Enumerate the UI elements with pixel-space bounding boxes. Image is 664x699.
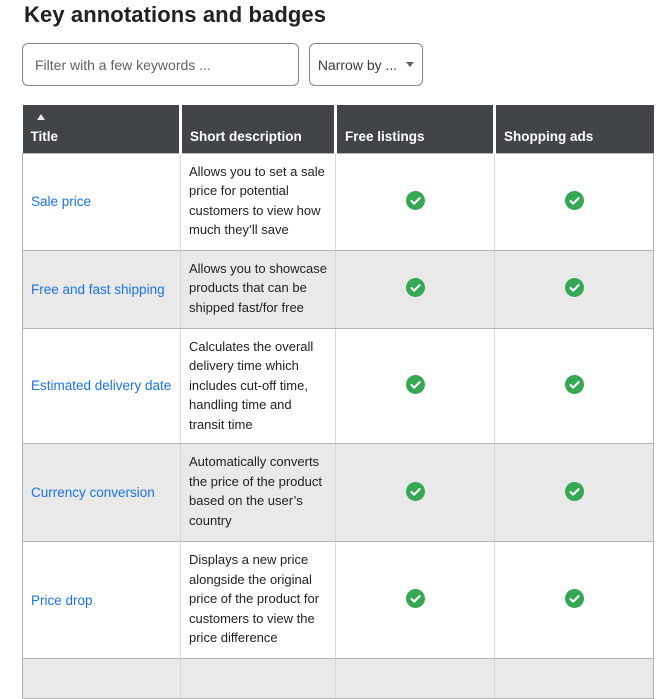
narrow-by-button[interactable]: Narrow by ... <box>309 43 423 86</box>
table-row-partial <box>22 658 654 699</box>
table-controls: Narrow by ... <box>22 43 664 86</box>
check-circle-icon <box>564 278 584 297</box>
narrow-by-label: Narrow by ... <box>317 56 398 73</box>
check-circle-icon <box>405 589 425 608</box>
column-header-title[interactable]: Title <box>22 105 182 153</box>
filter-input[interactable] <box>22 43 299 86</box>
table-row: Estimated delivery date Calculates the o… <box>22 327 654 444</box>
header-row: Title Short description Free listings Sh… <box>22 105 654 153</box>
check-circle-icon <box>564 481 584 501</box>
row-title-link[interactable]: Free and fast shipping <box>31 281 165 297</box>
check-circle-icon <box>405 374 425 394</box>
check-circle-icon <box>564 190 584 210</box>
check-circle-icon <box>564 589 584 608</box>
row-description: Displays a new price alongside the origi… <box>180 541 336 659</box>
page-title: Key annotations and badges <box>24 2 327 27</box>
check-circle-icon <box>405 278 425 297</box>
row-description: Calculates the overall delivery time whi… <box>180 327 336 444</box>
chevron-down-icon <box>406 62 415 67</box>
row-description: Allows you to set a sale price for poten… <box>180 152 336 251</box>
table-row: Currency conversion Automatically conver… <box>22 443 654 542</box>
annotations-table: Title Short description Free listings Sh… <box>22 105 654 699</box>
row-description: Automatically converts the price of the … <box>180 443 336 542</box>
row-title-link[interactable]: Price drop <box>31 592 93 608</box>
column-header-short-description[interactable]: Short description <box>180 105 337 153</box>
column-header-shopping-ads[interactable]: Shopping ads <box>494 105 654 153</box>
check-circle-icon <box>564 374 584 394</box>
row-title-link[interactable]: Currency conversion <box>31 485 155 500</box>
table-row: Free and fast shipping Allows you to sho… <box>22 249 654 329</box>
check-circle-icon <box>405 190 425 210</box>
table-row: Price drop Displays a new price alongsid… <box>22 541 654 659</box>
annotations-table-wrap: Title Short description Free listings Sh… <box>22 105 664 699</box>
sort-ascending-icon <box>36 114 45 120</box>
row-title-link[interactable]: Estimated delivery date <box>31 378 172 394</box>
check-circle-icon <box>405 481 425 501</box>
table-row: Sale price Allows you to set a sale pric… <box>22 152 654 251</box>
column-header-free-listings[interactable]: Free listings <box>335 105 496 153</box>
row-description: Allows you to showcase products that can… <box>180 249 336 329</box>
row-title-link[interactable]: Sale price <box>31 194 92 209</box>
